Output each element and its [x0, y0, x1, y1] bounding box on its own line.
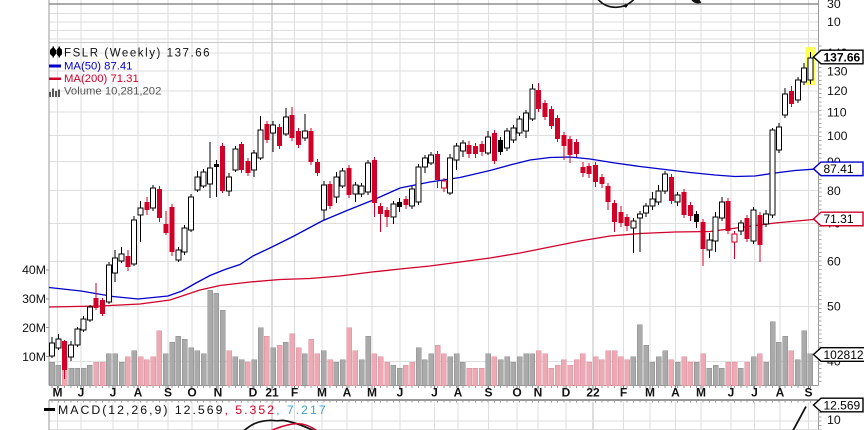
svg-text:50: 50 [827, 300, 841, 314]
svg-text:60: 60 [827, 255, 841, 269]
svg-text:J: J [78, 386, 85, 400]
svg-text:M: M [645, 386, 655, 400]
svg-text:71.31: 71.31 [824, 212, 854, 226]
svg-text:A: A [134, 386, 143, 400]
svg-text:M: M [53, 386, 63, 400]
svg-text:40M: 40M [22, 263, 46, 277]
svg-text:O: O [512, 386, 521, 400]
svg-text:A: A [671, 386, 680, 400]
svg-text:22: 22 [586, 386, 600, 400]
svg-text:D: D [562, 386, 571, 400]
svg-text:21: 21 [265, 386, 279, 400]
svg-text:MA(200) 71.31: MA(200) 71.31 [64, 73, 139, 85]
svg-text:F: F [291, 386, 298, 400]
svg-text:10: 10 [827, 413, 841, 427]
svg-text:20M: 20M [22, 321, 46, 335]
svg-text:J: J [728, 386, 735, 400]
svg-text:A: A [454, 386, 463, 400]
svg-text:S: S [484, 386, 492, 400]
svg-text:80: 80 [827, 184, 841, 198]
svg-text:J: J [110, 386, 117, 400]
svg-text:10: 10 [827, 15, 841, 29]
svg-text:M: M [317, 386, 327, 400]
svg-text:D: D [249, 386, 258, 400]
svg-text:100: 100 [827, 129, 848, 143]
svg-text:130: 130 [827, 64, 848, 78]
svg-text:S: S [804, 386, 812, 400]
svg-text:J: J [397, 386, 404, 400]
svg-text:30: 30 [827, 0, 841, 11]
svg-text:M: M [696, 386, 706, 400]
svg-text:10M: 10M [22, 350, 46, 364]
svg-text:A: A [776, 386, 785, 400]
svg-text:120: 120 [827, 84, 848, 98]
svg-text:F: F [620, 386, 627, 400]
svg-text:MA(50) 87.41: MA(50) 87.41 [64, 61, 132, 73]
svg-text:MACD(12,26,9) 12.569, 5.352, 7: MACD(12,26,9) 12.569, 5.352, 7.217 [58, 403, 328, 417]
svg-text:FSLR (Weekly) 137.66: FSLR (Weekly) 137.66 [64, 47, 211, 59]
svg-text:10281202: 10281202 [824, 348, 864, 362]
svg-text:Volume 10,281,202: Volume 10,281,202 [64, 86, 161, 98]
svg-text:N: N [214, 386, 223, 400]
svg-text:M: M [367, 386, 377, 400]
svg-text:30M: 30M [22, 292, 46, 306]
svg-text:N: N [534, 386, 543, 400]
svg-text:J: J [751, 386, 758, 400]
svg-text:S: S [164, 386, 172, 400]
svg-text:J: J [431, 386, 438, 400]
svg-text:12.569: 12.569 [824, 398, 861, 412]
svg-text:110: 110 [827, 105, 847, 119]
svg-text:137.66: 137.66 [824, 50, 861, 64]
svg-text:O: O [187, 386, 196, 400]
svg-text:87.41: 87.41 [824, 162, 854, 176]
svg-text:A: A [343, 386, 352, 400]
